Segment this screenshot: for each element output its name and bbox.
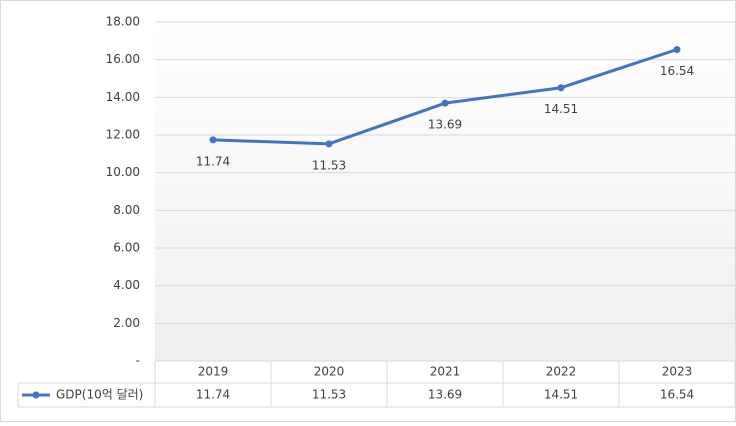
y-tick-label: - (136, 354, 140, 368)
table-value: 14.51 (544, 388, 578, 402)
x-tick-label: 2020 (314, 365, 345, 379)
y-tick-label: 8.00 (113, 203, 140, 217)
x-tick-label: 2021 (430, 365, 461, 379)
y-tick-label: 4.00 (113, 278, 140, 292)
point (441, 99, 449, 107)
table-value: 16.54 (660, 388, 694, 402)
x-tick-label: 2022 (546, 365, 577, 379)
plot-area (155, 22, 735, 361)
data-label: 11.53 (312, 158, 346, 172)
table-value: 11.53 (312, 388, 346, 402)
y-tick-label: 2.00 (113, 316, 140, 330)
data-label: 14.51 (544, 102, 578, 116)
data-label: 11.74 (196, 154, 230, 168)
table-value: 13.69 (428, 388, 462, 402)
legend-marker (32, 391, 40, 399)
y-tick-label: 10.00 (106, 165, 140, 179)
y-tick-label: 12.00 (106, 128, 140, 142)
point (325, 140, 333, 148)
point (557, 84, 565, 92)
legend-label: GDP(10억 달러) (56, 388, 143, 402)
x-tick-label: 2019 (198, 365, 229, 379)
data-label: 13.69 (428, 118, 462, 132)
table-value: 11.74 (196, 388, 230, 402)
y-tick-label: 16.00 (106, 52, 140, 66)
y-tick-label: 6.00 (113, 241, 140, 255)
data-label: 16.54 (660, 64, 694, 78)
point (673, 45, 681, 53)
y-tick-label: 18.00 (106, 15, 140, 29)
point (209, 136, 217, 144)
x-tick-label: 2023 (662, 365, 693, 379)
y-tick-label: 14.00 (106, 90, 140, 104)
